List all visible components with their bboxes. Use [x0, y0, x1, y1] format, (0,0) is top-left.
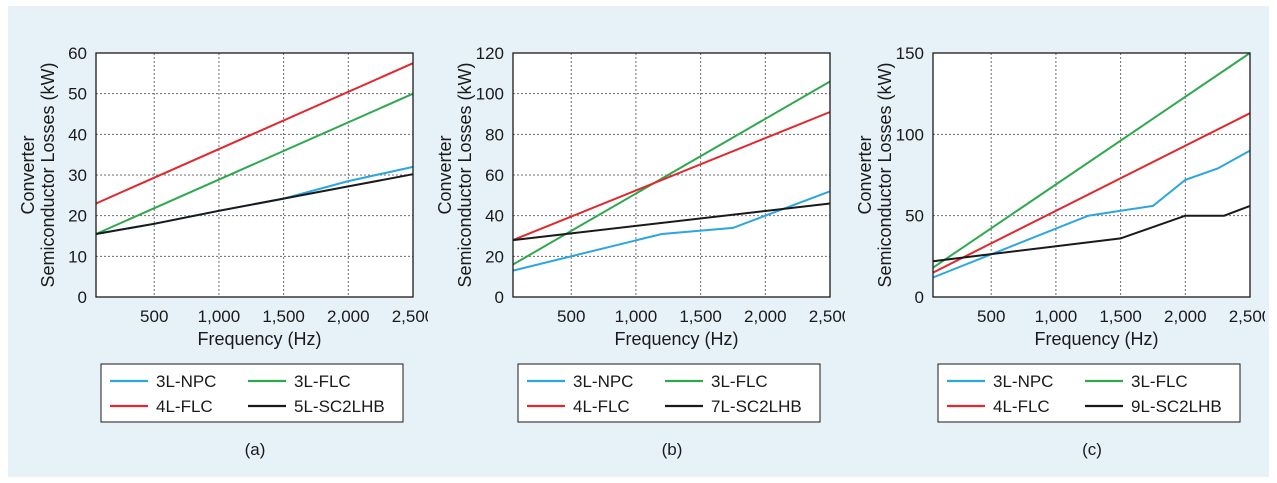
legend-label: 3L-FLC	[294, 372, 351, 391]
y-axis-title-line2: Semiconductor Losses (kW)	[455, 62, 475, 287]
legend-label: 3L-NPC	[993, 372, 1053, 391]
figure-background: 01020304050605001,0001,5002,0002,500Freq…	[8, 6, 1269, 477]
series-line-9l-sc2lhb	[932, 204, 1251, 263]
legend-label: 9L-SC2LHB	[1131, 397, 1222, 416]
y-tick-label: 10	[68, 247, 87, 266]
x-tick-label: 1,500	[1099, 307, 1142, 326]
y-tick-label: 0	[915, 288, 924, 307]
y-axis-title-line1: Converter	[435, 135, 455, 214]
x-axis-title: Frequency (Hz)	[1034, 329, 1158, 349]
y-tick-label: 120	[476, 44, 504, 63]
series-line-3l-flc	[95, 92, 414, 235]
legend-label: 4L-FLC	[573, 397, 630, 416]
y-tick-label: 100	[896, 125, 924, 144]
y-tick-label: 20	[68, 207, 87, 226]
y-tick-label: 30	[68, 166, 87, 185]
panel-caption: (a)	[245, 440, 266, 459]
y-tick-label: 60	[485, 166, 504, 185]
y-tick-label: 150	[896, 44, 924, 63]
y-tick-label: 0	[495, 288, 504, 307]
x-tick-label: 2,500	[392, 307, 428, 326]
series-line-4l-flc	[932, 112, 1251, 274]
series-line-7l-sc2lhb	[512, 202, 831, 242]
x-axis-title: Frequency (Hz)	[614, 329, 738, 349]
y-tick-label: 50	[905, 207, 924, 226]
x-tick-label: 2,500	[1229, 307, 1265, 326]
y-tick-label: 50	[68, 85, 87, 104]
x-axis-title: Frequency (Hz)	[197, 329, 321, 349]
plot-area	[933, 53, 1250, 297]
panel-caption: (b)	[662, 440, 683, 459]
legend-label: 4L-FLC	[993, 397, 1050, 416]
panel-caption: (c)	[1082, 440, 1102, 459]
y-tick-label: 20	[485, 247, 504, 266]
y-axis-title-line2: Semiconductor Losses (kW)	[875, 62, 895, 287]
legend-box	[100, 363, 404, 423]
legend-label: 3L-FLC	[1131, 372, 1188, 391]
plot-frame	[512, 52, 831, 298]
legend-label: 3L-FLC	[711, 372, 768, 391]
chart-panel: 0 20 40 60 80 100 120 500 1,000 1,500 2,000 2,500 Fr…	[435, 44, 845, 459]
x-tick-label: 500	[557, 307, 585, 326]
chart-panel: 0 50 100 150 500 1,000 1,500 2,000 2,500 Frequenc…	[855, 44, 1265, 459]
x-tick-label: 1,500	[262, 307, 305, 326]
legend-label: 7L-SC2LHB	[711, 397, 802, 416]
x-tick-label: 1,000	[1035, 307, 1078, 326]
series-line-5l-sc2lhb	[95, 173, 414, 235]
legend-label: 4L-FLC	[156, 397, 213, 416]
y-tick-label: 60	[68, 44, 87, 63]
y-tick-label: 40	[68, 125, 87, 144]
legend-label: 3L-NPC	[156, 372, 216, 391]
series-line-3l-npc	[932, 149, 1251, 279]
y-axis-title-line1: Converter	[18, 135, 38, 214]
series-line-4l-flc	[512, 111, 831, 242]
x-tick-label: 2,000	[327, 307, 370, 326]
legend-box	[517, 363, 821, 423]
legend-box	[937, 363, 1241, 423]
legend-label: 5L-SC2LHB	[294, 397, 385, 416]
y-tick-label: 40	[485, 207, 504, 226]
x-tick-label: 1,000	[198, 307, 241, 326]
x-tick-label: 2,000	[1164, 307, 1207, 326]
y-tick-label: 0	[78, 288, 87, 307]
chart-panel: 0 10 20 30 40 50 60 500 1,000 1,500 2,000 2,500 Freq…	[18, 44, 428, 459]
y-axis-title-line1: Converter	[855, 135, 875, 214]
x-tick-label: 1,000	[615, 307, 658, 326]
legend-label: 3L-NPC	[573, 372, 633, 391]
series-line-4l-flc	[95, 62, 414, 205]
x-tick-label: 1,500	[679, 307, 722, 326]
x-tick-label: 500	[977, 307, 1005, 326]
x-tick-label: 500	[140, 307, 168, 326]
y-tick-label: 100	[476, 85, 504, 104]
series-line-3l-flc	[932, 52, 1251, 269]
x-tick-label: 2,000	[744, 307, 787, 326]
plot-frame	[932, 52, 1251, 298]
x-tick-label: 2,500	[809, 307, 845, 326]
plot-frame	[95, 52, 414, 298]
y-tick-label: 80	[485, 125, 504, 144]
y-axis-title-line2: Semiconductor Losses (kW)	[38, 62, 58, 287]
